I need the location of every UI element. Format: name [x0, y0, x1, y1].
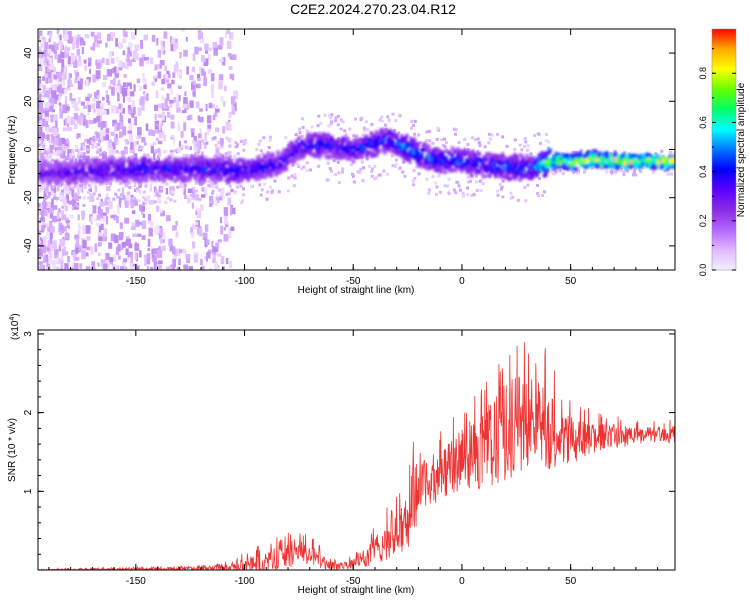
- spectrogram-ytick-label: 0: [23, 146, 34, 152]
- spectrogram-ytick-label: 20: [23, 95, 34, 107]
- colorbar-tick-label: 0.8: [698, 67, 708, 80]
- spectrogram-ytick-label: -20: [23, 190, 34, 205]
- snr-xtick-label: 0: [459, 576, 465, 587]
- spectrogram-xtick-label: 0: [459, 276, 465, 287]
- figure-title: C2E2.2024.270.23.04.R12: [290, 1, 456, 17]
- colorbar-tick-label: 0.4: [698, 165, 708, 178]
- colorbar-tick-label: 0.0: [698, 264, 708, 277]
- spectrogram-xlabel: Height of straight line (km): [298, 285, 415, 296]
- colorbar-tick-label: 0.6: [698, 116, 708, 129]
- spectrogram-ytick-label: 40: [23, 47, 34, 59]
- spectrogram-xtick-label: -100: [235, 276, 255, 287]
- snr-line-layer: [38, 342, 675, 570]
- snr-ylabel: SNR (10 * v/v): [7, 418, 18, 482]
- colorbar-tick-label: 0.2: [698, 215, 708, 228]
- spectrogram-ylabel: Frequency (Hz): [7, 116, 18, 185]
- spectrogram-ytick-label: -40: [23, 238, 34, 253]
- spectrogram-xtick-label: 50: [565, 276, 577, 287]
- colorbar-label: Normalized spectral amplitude: [736, 82, 747, 217]
- snr-series-line: [38, 342, 675, 570]
- snr-scale-label: (x104): [9, 313, 21, 340]
- spectrogram-heatmap: [38, 29, 678, 278]
- snr-xtick-label: -150: [126, 576, 146, 587]
- snr-xtick-label: 50: [565, 576, 577, 587]
- colorbar: [712, 29, 736, 270]
- spectrogram-xtick-label: -150: [126, 276, 146, 287]
- snr-ytick-label: 2: [23, 409, 34, 415]
- snr-ytick-label: 3: [23, 331, 34, 337]
- snr-xlabel: Height of straight line (km): [298, 585, 415, 596]
- snr-xtick-label: -100: [235, 576, 255, 587]
- snr-ytick-label: 1: [23, 488, 34, 494]
